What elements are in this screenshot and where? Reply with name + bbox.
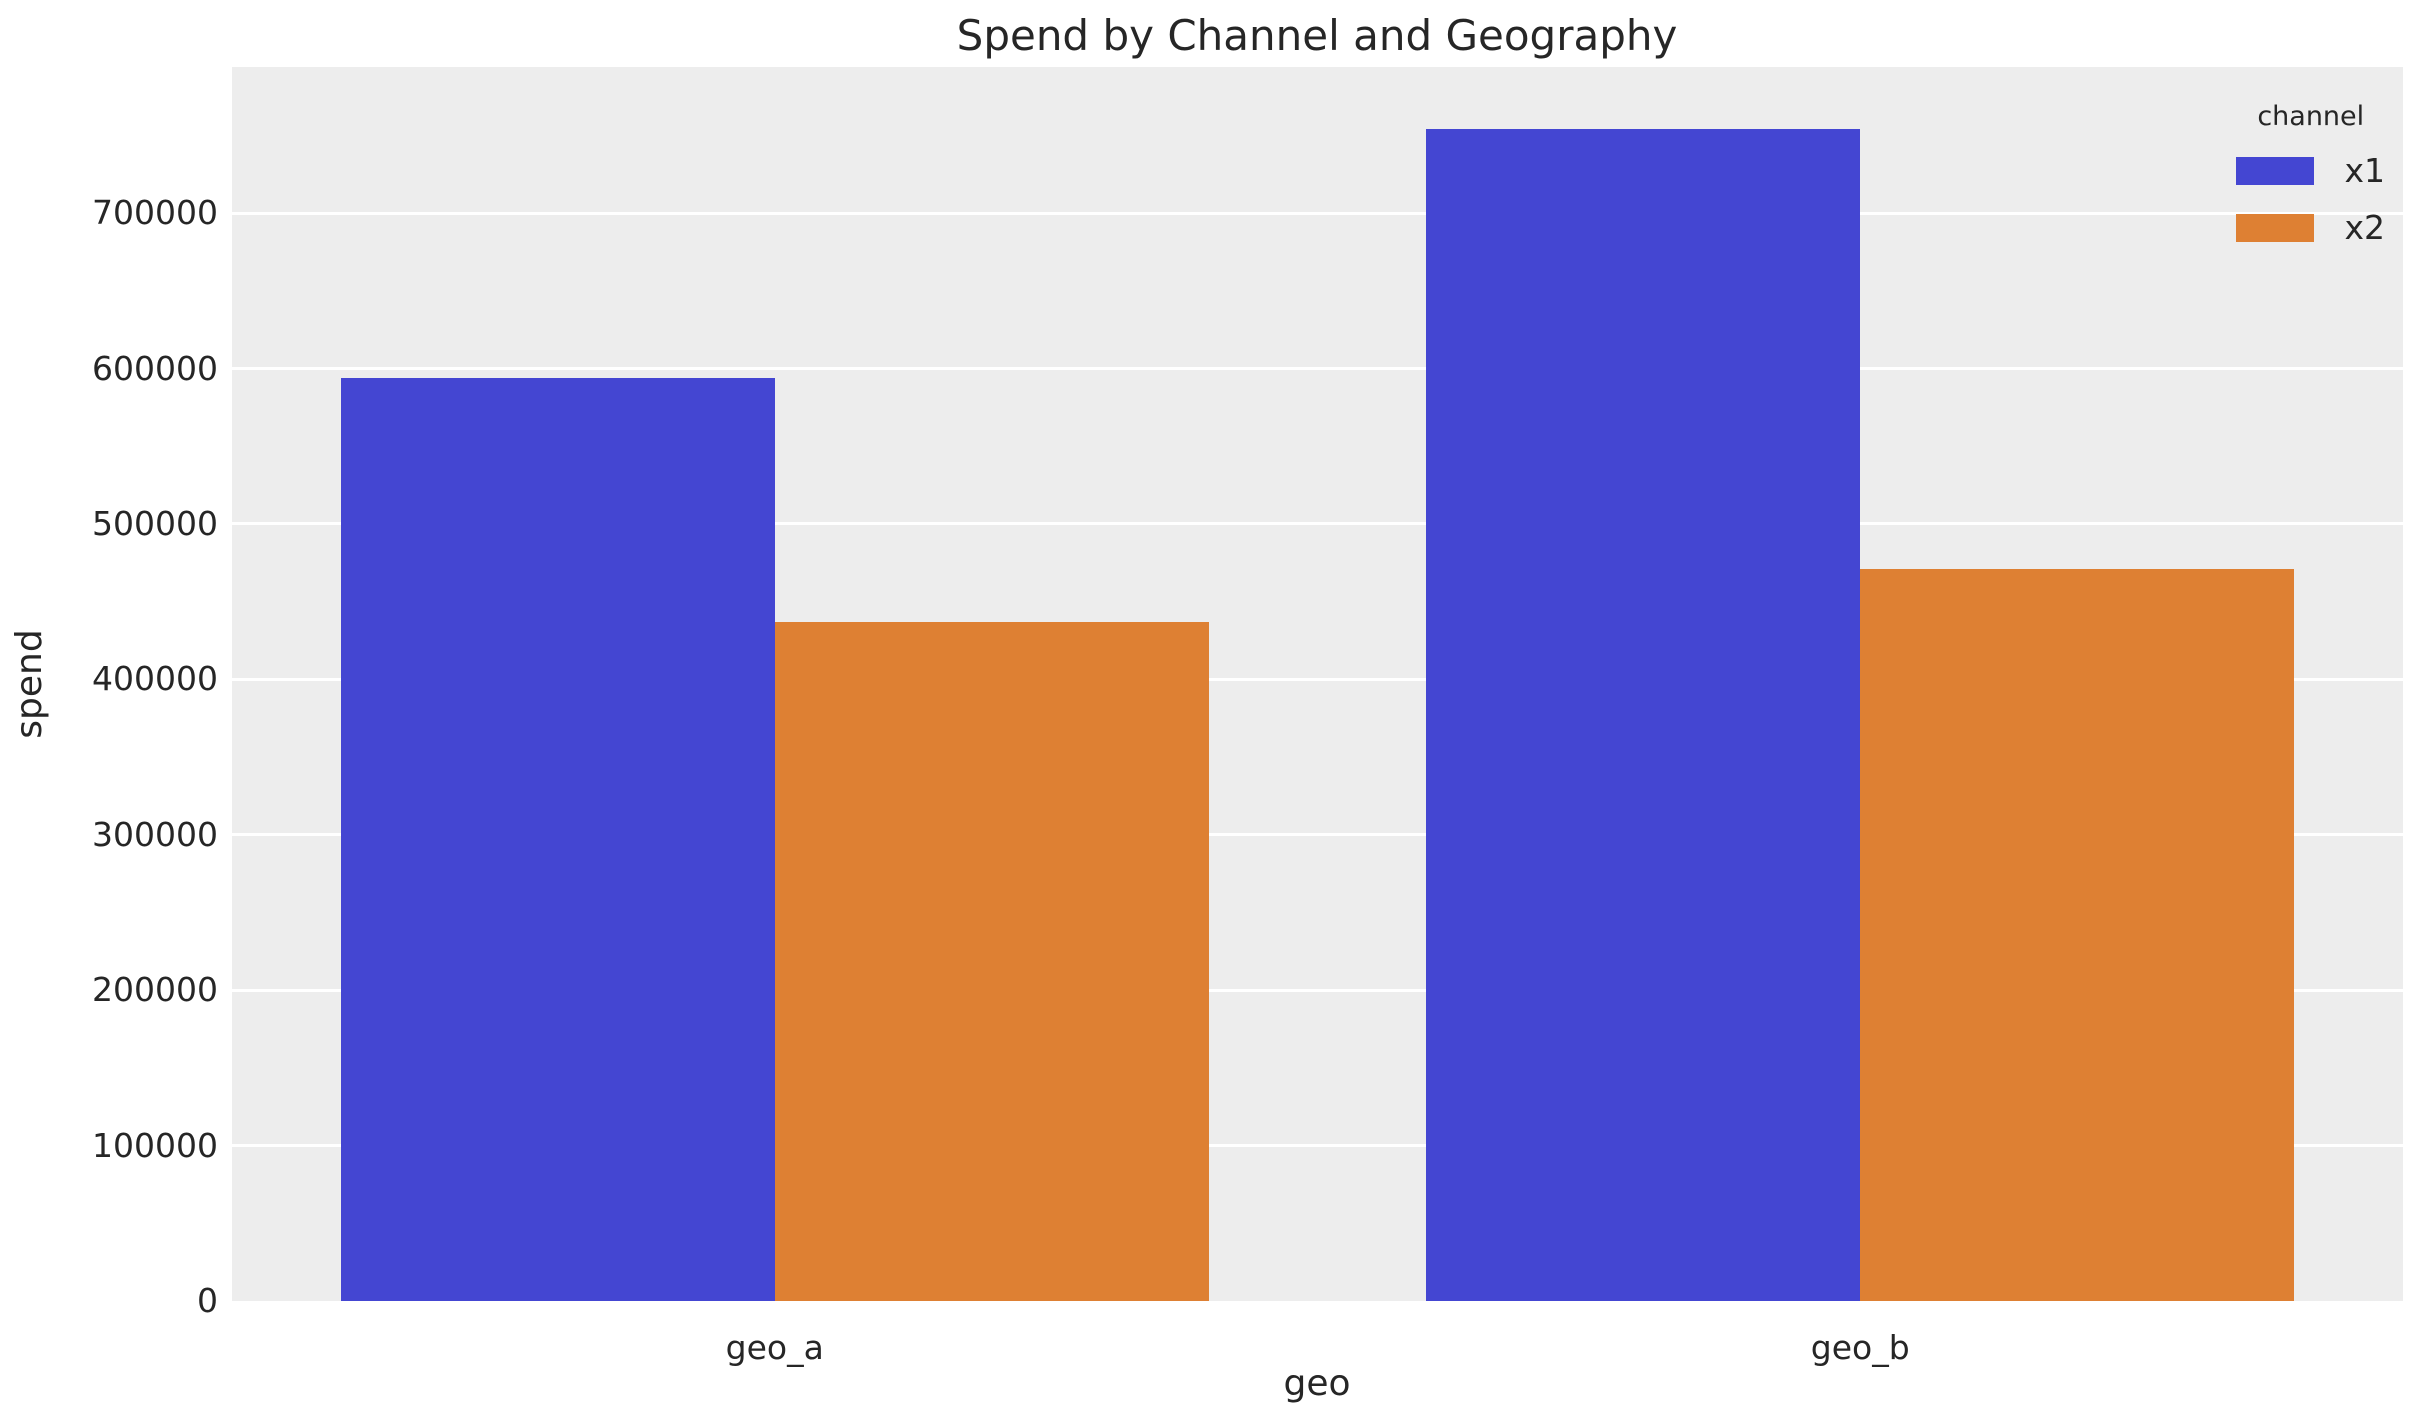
gridline-100000 bbox=[232, 1144, 2403, 1148]
gridline-200000 bbox=[232, 988, 2403, 992]
x-tick-label-geo_a: geo_a bbox=[725, 1328, 824, 1367]
gridline-500000 bbox=[232, 522, 2403, 526]
y-tick-label-100000: 100000 bbox=[92, 1125, 218, 1165]
legend-items: x1 x2 bbox=[2236, 145, 2385, 254]
legend-label-x2: x2 bbox=[2344, 208, 2385, 247]
legend-item-x1: x1 bbox=[2236, 145, 2385, 197]
x-axis-label: geo bbox=[1283, 1363, 1351, 1404]
chart-title: Spend by Channel and Geography bbox=[956, 11, 1678, 60]
legend-swatch-x2 bbox=[2236, 214, 2315, 242]
bar-geo_a-x2 bbox=[774, 621, 1209, 1301]
y-tick-label-400000: 400000 bbox=[92, 659, 218, 699]
legend: channel x1 x2 bbox=[2236, 99, 2385, 254]
legend-label-x1: x1 bbox=[2344, 151, 2385, 190]
legend-item-x2: x2 bbox=[2236, 202, 2385, 254]
gridline-300000 bbox=[232, 833, 2403, 837]
bar-geo_a-x1 bbox=[340, 377, 775, 1301]
legend-swatch-x1 bbox=[2236, 157, 2315, 185]
plot-area: channel x1 x2 bbox=[232, 67, 2403, 1301]
bar-geo_b-x2 bbox=[1860, 569, 2295, 1301]
y-tick-label-0: 0 bbox=[197, 1281, 218, 1320]
y-tick-label-300000: 300000 bbox=[92, 814, 218, 854]
y-tick-label-600000: 600000 bbox=[92, 348, 218, 388]
legend-title: channel bbox=[2257, 101, 2365, 132]
x-tick-label-geo_b: geo_b bbox=[1810, 1328, 1910, 1367]
gridline-700000 bbox=[232, 211, 2403, 215]
y-tick-label-700000: 700000 bbox=[92, 193, 218, 233]
gridline-600000 bbox=[232, 367, 2403, 371]
y-tick-label-500000: 500000 bbox=[92, 503, 218, 543]
y-tick-label-200000: 200000 bbox=[92, 970, 218, 1010]
bar-geo_b-x1 bbox=[1426, 129, 1861, 1301]
gridline-400000 bbox=[232, 677, 2403, 681]
